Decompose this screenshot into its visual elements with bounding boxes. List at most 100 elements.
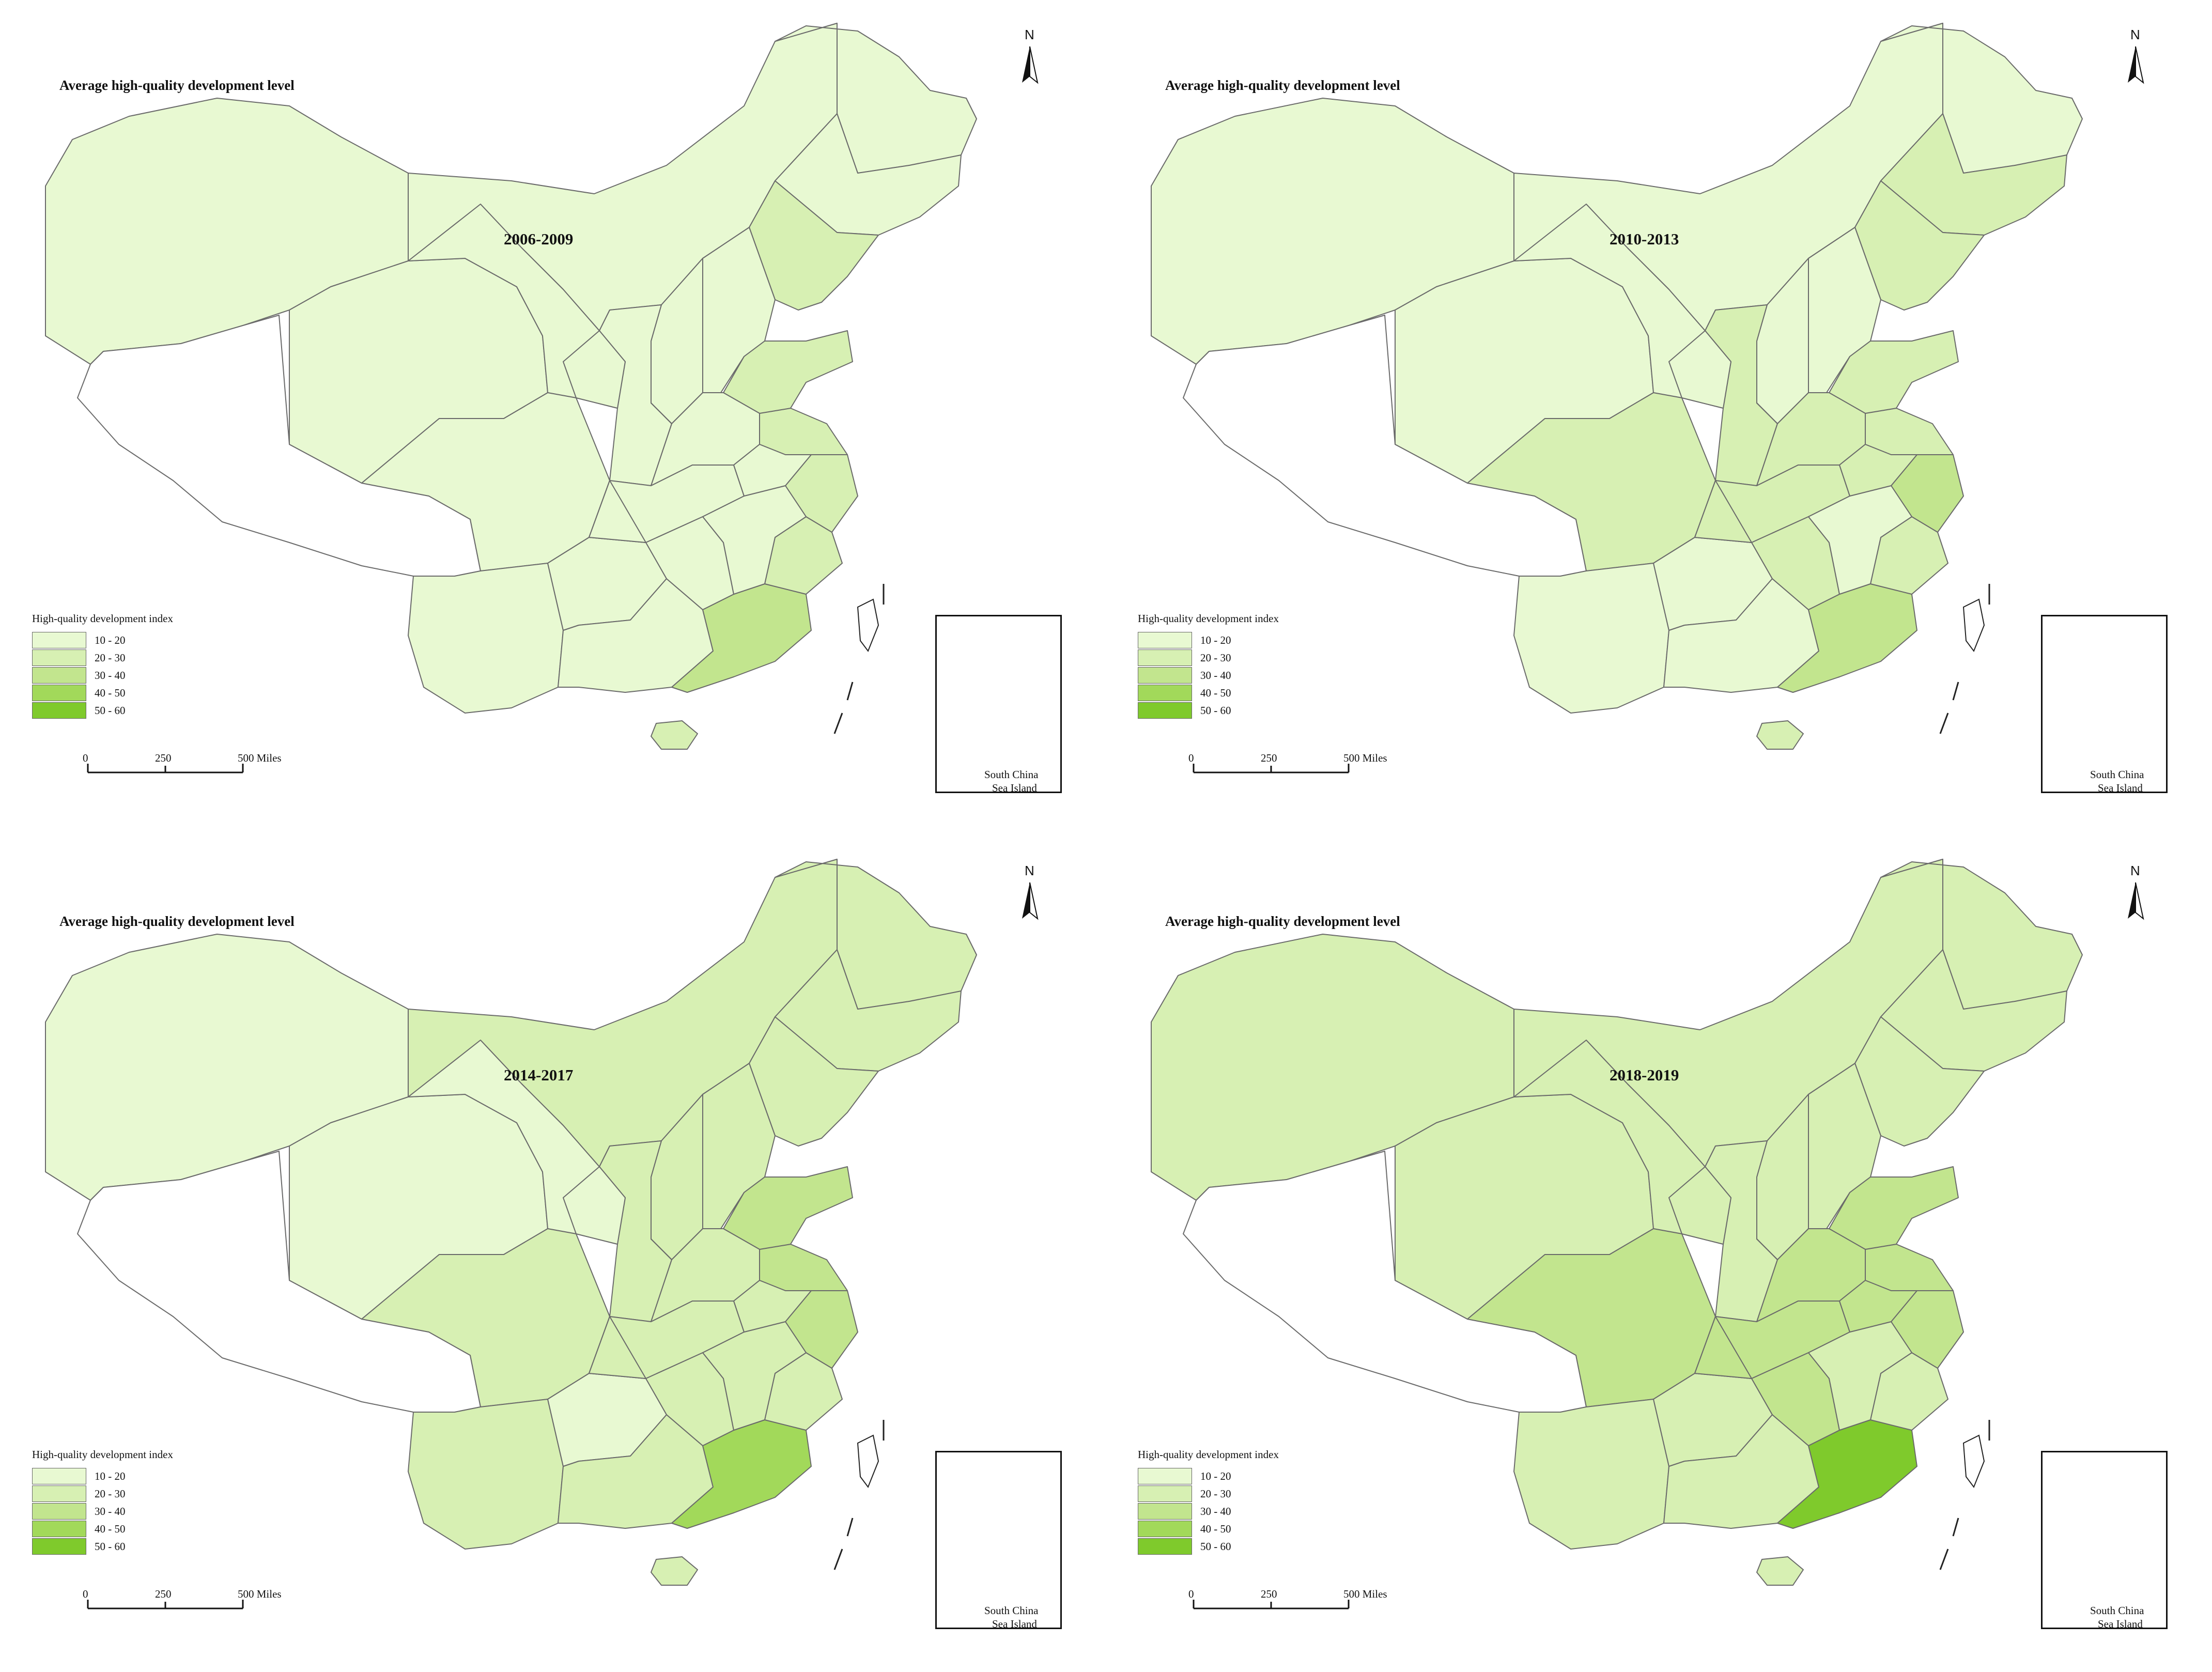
taiwan-outline bbox=[857, 598, 879, 653]
region-chongqing bbox=[1694, 480, 1752, 543]
map-title: Average high-quality development level bbox=[59, 78, 295, 93]
legend-row: 50 - 60 bbox=[32, 702, 173, 719]
china-choropleth-map bbox=[1151, 23, 2144, 773]
legend-swatch bbox=[1138, 649, 1192, 666]
north-arrow-icon bbox=[2135, 882, 2144, 920]
legend-row: 40 - 50 bbox=[1138, 1520, 1279, 1538]
south-china-sea-inset bbox=[935, 615, 1062, 793]
legend-row: 20 - 30 bbox=[32, 1485, 173, 1503]
region-henan bbox=[651, 392, 760, 486]
legend-row: 20 - 30 bbox=[1138, 649, 1279, 667]
north-label: N bbox=[2130, 27, 2140, 42]
legend-swatch bbox=[32, 649, 86, 666]
legend-swatch bbox=[1138, 702, 1192, 719]
legend-row: 40 - 50 bbox=[1138, 684, 1279, 702]
scale-tick-label: 0 bbox=[1188, 752, 1194, 764]
legend-row: 10 - 20 bbox=[1138, 631, 1279, 649]
legend-label: 50 - 60 bbox=[1200, 704, 1231, 717]
period-label: 2018-2019 bbox=[1610, 1066, 1679, 1084]
inset-label: Sea Island bbox=[992, 782, 1037, 794]
scale-tick-label: 250 bbox=[155, 752, 172, 764]
legend-row: 30 - 40 bbox=[1138, 667, 1279, 684]
legend-label: 10 - 20 bbox=[1200, 1469, 1231, 1482]
inset-label: Sea Island bbox=[2098, 782, 2143, 794]
region-ningxia bbox=[1668, 330, 1731, 409]
region-anhui bbox=[733, 444, 812, 497]
scale-bar bbox=[1193, 764, 1350, 773]
legend-title: High-quality development index bbox=[32, 612, 173, 625]
region-hainan bbox=[651, 1556, 698, 1586]
boundary-dash bbox=[833, 1549, 843, 1570]
legend-swatch bbox=[1138, 685, 1192, 701]
china-choropleth-map bbox=[1151, 859, 2144, 1609]
legend-swatch bbox=[1138, 1521, 1192, 1537]
boundary-dash bbox=[846, 682, 854, 701]
scale-bar bbox=[1193, 1600, 1350, 1609]
region-jiangsu bbox=[1865, 1244, 1954, 1291]
region-chongqing bbox=[1694, 1316, 1752, 1379]
legend-row: 30 - 40 bbox=[32, 1503, 173, 1520]
north-arrow-icon bbox=[1022, 47, 1030, 83]
legend-label: 20 - 30 bbox=[95, 651, 126, 664]
taiwan-outline bbox=[1962, 1434, 1985, 1489]
map-panel-2014-2017: Average high-quality development level 20… bbox=[0, 836, 1106, 1672]
legend-swatch bbox=[32, 1521, 86, 1537]
legend-label: 30 - 40 bbox=[1200, 669, 1231, 682]
scale-tick-label: 500 Miles bbox=[1343, 1588, 1387, 1600]
region-yunnan bbox=[408, 563, 564, 714]
china-choropleth-map bbox=[45, 23, 1039, 773]
region-chongqing bbox=[589, 1316, 646, 1379]
scale-tick-label: 250 bbox=[1261, 752, 1277, 764]
legend-label: 30 - 40 bbox=[95, 1505, 126, 1518]
north-arrow-icon bbox=[1029, 46, 1039, 84]
legend: High-quality development index 10 - 20 20 … bbox=[1138, 1448, 1279, 1555]
legend-label: 50 - 60 bbox=[95, 1540, 126, 1553]
legend-row: 40 - 50 bbox=[32, 684, 173, 702]
region-hainan bbox=[651, 720, 698, 750]
region-yunnan bbox=[1513, 563, 1669, 714]
legend-label: 50 - 60 bbox=[95, 704, 126, 717]
scale-tick-label: 250 bbox=[1261, 1588, 1277, 1600]
period-label: 2010-2013 bbox=[1610, 230, 1679, 248]
region-ningxia bbox=[563, 330, 626, 409]
south-china-sea-inset bbox=[2041, 1451, 2168, 1629]
region-ningxia bbox=[1668, 1166, 1731, 1245]
legend-label: 20 - 30 bbox=[1200, 1487, 1231, 1500]
legend: High-quality development index 10 - 20 20 … bbox=[1138, 612, 1279, 719]
north-label: N bbox=[1025, 863, 1034, 878]
region-hainan bbox=[1756, 720, 1804, 750]
legend: High-quality development index 10 - 20 20 … bbox=[32, 1448, 173, 1555]
inset-label: South China bbox=[2090, 1604, 2144, 1617]
south-china-sea-inset bbox=[935, 1451, 1062, 1629]
legend-row: 50 - 60 bbox=[32, 1538, 173, 1555]
north-arrow-icon bbox=[2128, 883, 2136, 919]
taiwan-outline bbox=[857, 1434, 879, 1489]
scale-tick-label: 250 bbox=[155, 1588, 172, 1600]
scale-bar bbox=[87, 764, 244, 773]
region-jiangsu bbox=[759, 1244, 848, 1291]
legend-label: 40 - 50 bbox=[1200, 1522, 1231, 1535]
legend-label: 10 - 20 bbox=[95, 633, 126, 646]
legend-swatch bbox=[32, 632, 86, 648]
legend-label: 20 - 30 bbox=[95, 1487, 126, 1500]
legend-label: 10 - 20 bbox=[1200, 633, 1231, 646]
legend-row: 30 - 40 bbox=[32, 667, 173, 684]
legend-row: 10 - 20 bbox=[32, 1467, 173, 1485]
legend-title: High-quality development index bbox=[1138, 612, 1279, 625]
north-arrow-icon bbox=[1022, 883, 1030, 919]
legend-row: 30 - 40 bbox=[1138, 1503, 1279, 1520]
map-panel-2010-2013: Average high-quality development level 20… bbox=[1106, 0, 2211, 836]
map-panel-2018-2019: Average high-quality development level 20… bbox=[1106, 836, 2211, 1672]
north-arrow-icon bbox=[1029, 882, 1039, 920]
map-title: Average high-quality development level bbox=[1165, 78, 1400, 93]
map-title: Average high-quality development level bbox=[59, 914, 295, 929]
scale-tick-label: 0 bbox=[83, 1588, 88, 1600]
region-jiangsu bbox=[1865, 408, 1954, 455]
region-henan bbox=[651, 1228, 760, 1322]
legend-row: 20 - 30 bbox=[1138, 1485, 1279, 1503]
legend-label: 10 - 20 bbox=[95, 1469, 126, 1482]
legend-swatch bbox=[1138, 1538, 1192, 1555]
legend-label: 50 - 60 bbox=[1200, 1540, 1231, 1553]
north-label: N bbox=[1025, 27, 1034, 42]
inset-label: South China bbox=[984, 768, 1039, 781]
